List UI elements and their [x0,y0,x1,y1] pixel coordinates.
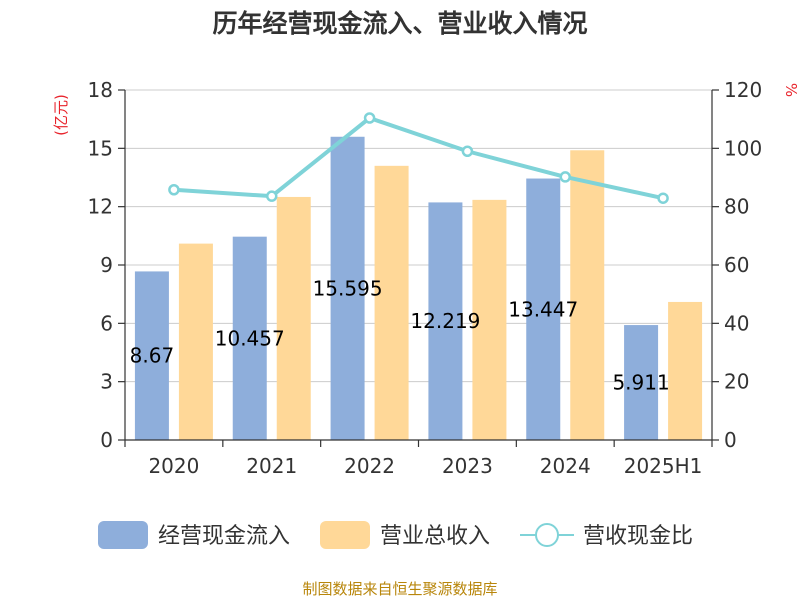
x-tick-label: 2024 [540,454,591,478]
left-tick-label: 15 [88,136,113,160]
legend-label: 经营现金流入 [158,524,290,549]
right-axis-unit: % [782,83,800,97]
source-note: 制图数据来自恒生聚源数据库 [302,580,497,598]
left-tick-label: 12 [88,195,113,219]
right-tick-label: 0 [724,428,737,452]
legend-label: 营收现金比 [583,524,693,549]
bar-revenue [178,243,213,440]
grid [125,89,712,383]
ratio-point [461,145,474,157]
ratio-point [657,192,669,204]
x-tick-label: 2025H1 [624,454,703,478]
right-tick-label: 60 [724,253,749,277]
legend-marker [535,523,559,547]
left-tick-label: 3 [100,370,113,394]
left-tick-label: 6 [100,311,113,335]
bar-revenue [668,301,703,440]
legend-swatch [320,521,370,549]
data-labels: 8.67 10.457 15.595 12.219 13.447 5.911 [130,276,670,394]
data-label: 12.219 [410,309,480,333]
data-label: 10.457 [215,326,285,350]
right-tick-label: 20 [724,370,749,394]
ratio-line [168,112,669,204]
bar-revenue [472,199,507,440]
bar-revenue [570,150,605,440]
legend: 经营现金流入 营业总收入 营收现金比 [98,521,693,549]
bar-cash-inflow [232,236,267,440]
data-label: 8.67 [130,344,175,368]
x-tick-label: 2021 [246,454,297,478]
ratio-point [559,171,571,183]
ratio-polyline [173,116,664,201]
chart-title: 历年经营现金流入、营业收入情况 [212,9,587,38]
ratio-point [363,112,376,124]
left-tick-label: 0 [100,428,113,452]
bar-revenue [276,196,311,440]
bars [134,136,703,441]
bar-cash-inflow [428,202,463,440]
data-label: 5.911 [612,371,669,395]
legend-item: 营业总收入 [320,521,490,549]
bar-cash-inflow [134,271,169,440]
x-tick-label: 2020 [148,454,199,478]
data-label: 13.447 [508,297,578,321]
left-tick-label: 9 [100,253,113,277]
x-tick-label: 2023 [442,454,493,478]
bar-revenue [374,165,409,441]
right-tick-label: 100 [724,136,762,160]
x-tick-label: 2022 [344,454,395,478]
legend-item: 经营现金流入 [98,521,290,549]
left-tick-label: 18 [88,78,113,102]
data-label: 15.595 [313,276,383,300]
left-axis-unit: (亿元) [52,94,70,136]
legend-swatch [98,521,148,549]
bar-cash-inflow [526,178,561,440]
right-tick-label: 80 [724,195,749,219]
ratio-point [168,184,180,196]
bar-cash-inflow [624,325,659,440]
axes: 0 3 6 9 12 15 18 0 20 40 60 80 100 120 2020 2021 2022 202… [88,78,763,478]
bar-cash-inflow [330,136,365,440]
right-tick-label: 120 [724,78,762,102]
legend-item: 营收现金比 [520,523,693,549]
right-tick-label: 40 [724,311,749,335]
legend-label: 营业总收入 [380,524,490,549]
ratio-point [266,190,278,202]
